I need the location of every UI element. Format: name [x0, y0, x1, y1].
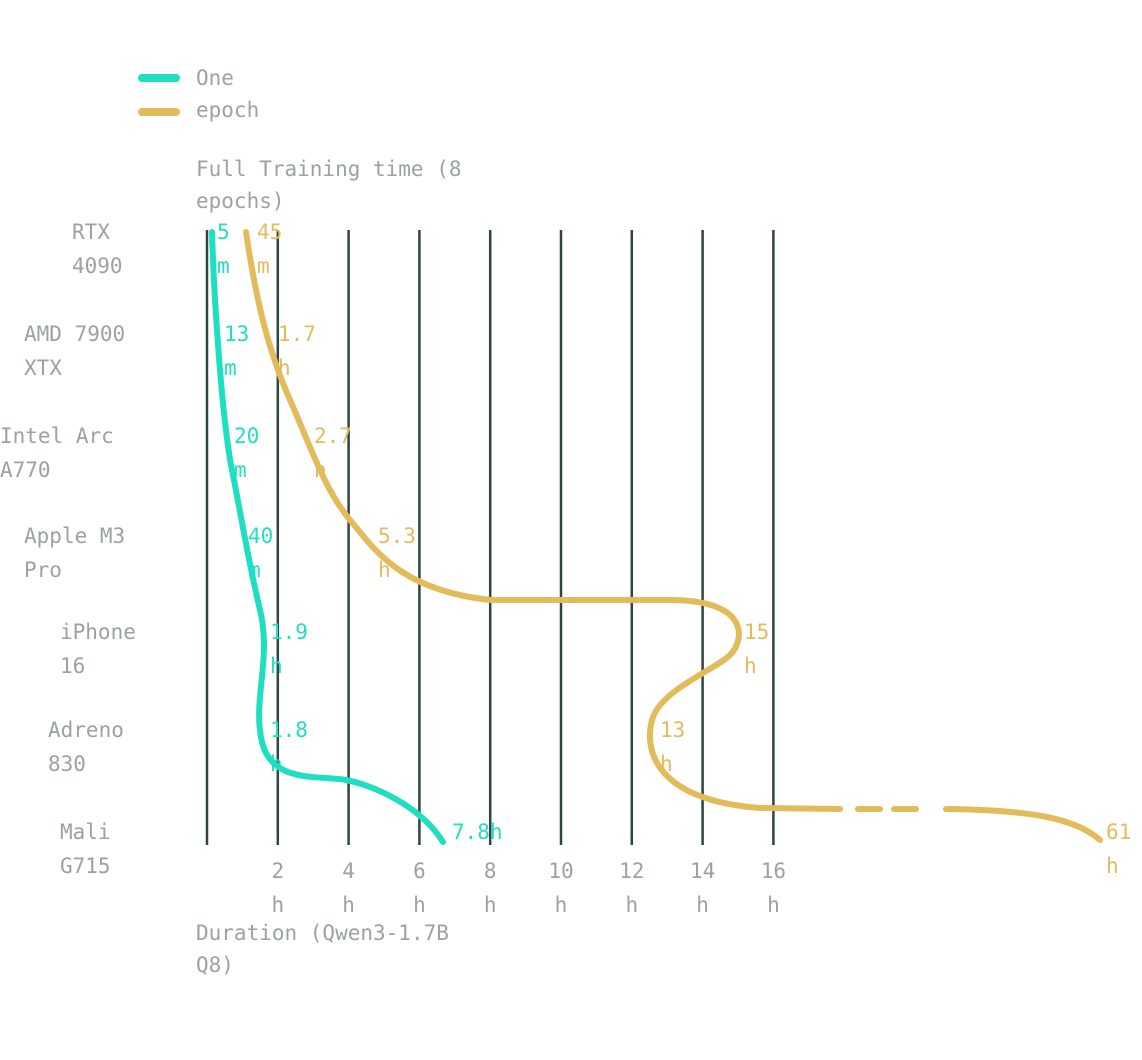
x-tick-label: 12 h	[619, 859, 644, 917]
data-label-one: 7.8h	[452, 820, 503, 844]
x-tick-label: 10 h	[548, 859, 573, 917]
chart-title: Full Training time (8 epochs)	[196, 157, 474, 213]
chart-title-line-2: epochs)	[196, 189, 285, 213]
data-label-epoch: 1.7 h	[278, 322, 316, 380]
series-lines	[209, 229, 1103, 845]
data-label-epoch: 61 h	[1106, 820, 1131, 878]
data-label-epoch: 15 h	[744, 620, 769, 678]
legend-label-series-2: epoch	[196, 98, 259, 122]
legend: One epoch	[138, 66, 259, 122]
category-label: iPhone 16	[60, 620, 136, 678]
data-label-epoch: 5.3 h	[378, 524, 416, 582]
category-label: Apple M3 Pro	[24, 524, 125, 582]
x-tick-label: 16 h	[761, 859, 786, 917]
data-label-epoch: 45 m	[257, 220, 282, 278]
x-axis-label: Duration (Qwen3-1.7B Q8)	[196, 921, 462, 977]
x-tick-label: 14 h	[690, 859, 715, 917]
data-label-one: 40 m	[248, 524, 273, 582]
category-label: RTX 4090	[72, 220, 123, 278]
category-label: Mali G715	[60, 820, 111, 878]
category-label: AMD 7900 XTX	[24, 322, 125, 380]
category-label: Adreno 830	[48, 718, 124, 776]
x-axis-ticks: 2 h 4 h 6 h 8 h 10 h 12 h 14 h 16 h	[271, 859, 786, 917]
category-label: Intel Arc A770	[0, 424, 114, 482]
data-label-epoch: 13 h	[660, 718, 685, 776]
y-axis-categories: RTX 4090 AMD 7900 XTX Intel Arc A770 Apple M3 P…	[0, 220, 136, 878]
series-line-epoch	[243, 229, 843, 812]
data-labels: 5 m 13 m 20 m 40 m 1.9 h 1.8 h 7.8h 45 m 1.7 h 2.7 h 5.3 h 15…	[217, 220, 1131, 878]
data-label-one: 13 m	[224, 322, 249, 380]
data-label-one: 1.9 h	[270, 620, 308, 678]
series-line-epoch-tail	[943, 806, 1103, 843]
x-axis-label-line-1: Duration (Qwen3-1.7B	[196, 921, 449, 945]
data-label-one: 20 m	[234, 424, 259, 482]
data-label-one: 1.8 h	[270, 718, 308, 776]
gridlines	[205, 230, 775, 845]
legend-label-series-1: One	[196, 66, 234, 90]
x-axis-label-line-2: Q8)	[196, 953, 234, 977]
data-label-epoch: 2.7 h	[314, 424, 352, 482]
chart-title-line-1: Full Training time (8	[196, 157, 462, 181]
series-line-one	[209, 229, 446, 845]
